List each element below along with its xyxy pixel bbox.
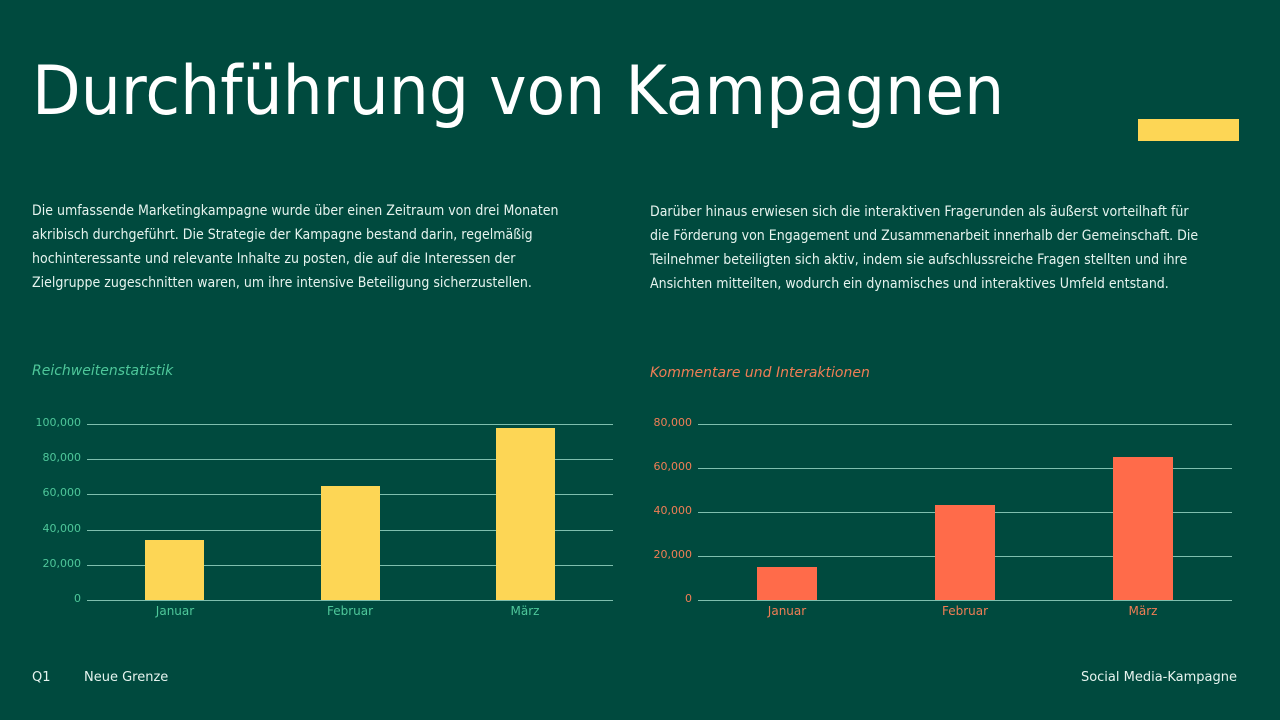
gridline: [698, 600, 1232, 601]
x-tick-label: März: [1128, 604, 1158, 618]
y-tick-label: 100,000: [35, 416, 82, 429]
paragraph-line: Zielgruppe zugeschnitten waren, um ihre …: [32, 275, 532, 291]
footer-brand: Neue Grenze: [84, 670, 169, 685]
y-tick-label: 60,000: [653, 460, 693, 473]
paragraph-line: Die umfassende Marketingkampagne wurde ü…: [32, 203, 559, 219]
footer-quarter: Q1: [32, 670, 51, 685]
y-tick-label: 0: [74, 592, 81, 605]
paragraph-line: Darüber hinaus erwiesen sich die interak…: [650, 204, 1189, 220]
x-tick-label: Februar: [326, 604, 374, 618]
bar-februar: [321, 486, 380, 600]
slide-title: Durchführung von Kampagnen: [32, 52, 1005, 131]
x-tick-label: März: [510, 604, 540, 618]
x-tick-label: Februar: [941, 604, 989, 618]
bar-januar: [145, 540, 204, 600]
y-tick-label: 0: [685, 592, 692, 605]
chart-title-reach: Reichweitenstatistik: [32, 363, 174, 379]
x-tick-label: Januar: [155, 604, 195, 618]
gridline: [87, 600, 613, 601]
paragraph-line: akribisch durchgeführt. Die Strategie de…: [32, 227, 533, 243]
gridline: [698, 468, 1232, 469]
y-tick-label: 40,000: [653, 504, 693, 517]
y-tick-label: 80,000: [42, 451, 82, 464]
gridline: [698, 424, 1232, 425]
paragraph-line: Teilnehmer beteiligten sich aktiv, indem…: [650, 252, 1188, 268]
gridline: [87, 459, 613, 460]
bar-januar: [757, 567, 817, 600]
chart-title-comments: Kommentare und Interaktionen: [650, 365, 870, 381]
gridline: [87, 424, 613, 425]
bar-februar: [935, 505, 995, 600]
engagement-paragraph: Darüber hinaus erwiesen sich die interak…: [650, 200, 1250, 296]
y-tick-label: 20,000: [653, 548, 693, 561]
y-tick-label: 20,000: [42, 557, 82, 570]
footer-topic: Social Media-Kampagne: [1080, 670, 1237, 685]
paragraph-line: Ansichten mitteilten, wodurch ein dynami…: [650, 276, 1169, 292]
y-tick-label: 40,000: [42, 522, 82, 535]
x-tick-label: Januar: [767, 604, 807, 618]
bar-märz: [1113, 457, 1173, 600]
y-tick-label: 60,000: [42, 486, 82, 499]
intro-paragraph: Die umfassende Marketingkampagne wurde ü…: [32, 199, 622, 295]
paragraph-line: hochinteressante und relevante Inhalte z…: [32, 251, 516, 267]
accent-bar: [1138, 119, 1239, 141]
bar-märz: [496, 428, 555, 600]
y-tick-label: 80,000: [653, 416, 693, 429]
paragraph-line: die Förderung von Engagement und Zusamme…: [650, 228, 1199, 244]
